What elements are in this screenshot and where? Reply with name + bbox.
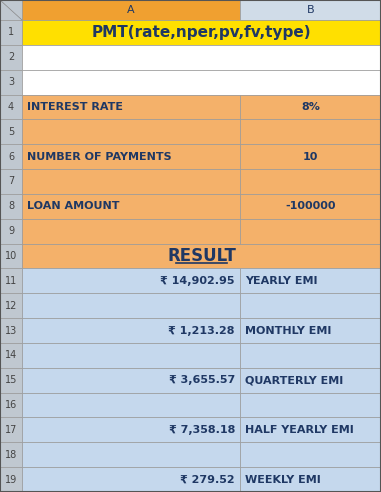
Bar: [0, 169, 22, 194]
Bar: [0, 343, 22, 368]
Bar: [240, 368, 381, 393]
Text: 2: 2: [8, 52, 14, 62]
Bar: [240, 418, 381, 442]
Text: 18: 18: [5, 450, 17, 460]
Bar: [240, 0, 381, 20]
Bar: [22, 219, 240, 244]
Bar: [240, 219, 381, 244]
Text: QUARTERLY EMI: QUARTERLY EMI: [245, 375, 343, 385]
Text: YEARLY EMI: YEARLY EMI: [245, 276, 317, 286]
Text: 13: 13: [5, 326, 17, 336]
Text: B: B: [307, 5, 314, 15]
Text: NUMBER OF PAYMENTS: NUMBER OF PAYMENTS: [27, 152, 171, 162]
Bar: [0, 318, 22, 343]
Text: ₹ 14,902.95: ₹ 14,902.95: [160, 276, 235, 286]
Bar: [22, 293, 240, 318]
Text: 7: 7: [8, 177, 14, 186]
Bar: [22, 269, 240, 293]
Bar: [240, 467, 381, 492]
Text: 11: 11: [5, 276, 17, 286]
Bar: [0, 467, 22, 492]
Bar: [240, 269, 381, 293]
Bar: [240, 169, 381, 194]
Bar: [0, 244, 22, 269]
Text: 1: 1: [8, 28, 14, 37]
Bar: [22, 120, 240, 144]
Text: 3: 3: [8, 77, 14, 87]
Bar: [22, 244, 381, 269]
Text: 15: 15: [5, 375, 17, 385]
Text: A: A: [127, 5, 135, 15]
Text: ₹ 1,213.28: ₹ 1,213.28: [168, 326, 235, 336]
Text: -100000: -100000: [285, 201, 336, 212]
Bar: [240, 393, 381, 418]
Bar: [240, 144, 381, 169]
Bar: [0, 194, 22, 219]
Bar: [240, 318, 381, 343]
Bar: [22, 144, 240, 169]
Text: MONTHLY EMI: MONTHLY EMI: [245, 326, 331, 336]
Text: 8: 8: [8, 201, 14, 212]
Bar: [22, 169, 240, 194]
Bar: [0, 269, 22, 293]
Text: 4: 4: [8, 102, 14, 112]
Text: 5: 5: [8, 127, 14, 137]
Bar: [240, 293, 381, 318]
Bar: [240, 343, 381, 368]
Bar: [0, 368, 22, 393]
Text: HALF YEARLY EMI: HALF YEARLY EMI: [245, 425, 354, 435]
Text: 9: 9: [8, 226, 14, 236]
Bar: [22, 194, 240, 219]
Text: INTEREST RATE: INTEREST RATE: [27, 102, 123, 112]
Text: 19: 19: [5, 475, 17, 485]
Text: 10: 10: [5, 251, 17, 261]
Bar: [240, 120, 381, 144]
Text: 6: 6: [8, 152, 14, 162]
Bar: [22, 418, 240, 442]
Text: RESULT: RESULT: [167, 247, 236, 265]
Bar: [22, 45, 381, 70]
Text: ₹ 279.52: ₹ 279.52: [180, 475, 235, 485]
Bar: [0, 20, 22, 45]
Bar: [0, 418, 22, 442]
Bar: [0, 70, 22, 94]
Bar: [22, 393, 240, 418]
Bar: [0, 442, 22, 467]
Bar: [240, 194, 381, 219]
Text: 8%: 8%: [301, 102, 320, 112]
Text: LOAN AMOUNT: LOAN AMOUNT: [27, 201, 120, 212]
Bar: [0, 393, 22, 418]
Text: ₹ 3,655.57: ₹ 3,655.57: [169, 375, 235, 385]
Text: 14: 14: [5, 350, 17, 360]
Bar: [22, 20, 381, 45]
Text: 17: 17: [5, 425, 17, 435]
Bar: [22, 94, 240, 120]
Bar: [0, 293, 22, 318]
Bar: [240, 94, 381, 120]
Bar: [22, 318, 240, 343]
Bar: [0, 144, 22, 169]
Text: ₹ 7,358.18: ₹ 7,358.18: [169, 425, 235, 435]
Bar: [22, 0, 240, 20]
Text: 12: 12: [5, 301, 17, 310]
Text: WEEKLY EMI: WEEKLY EMI: [245, 475, 321, 485]
Bar: [22, 343, 240, 368]
Bar: [0, 45, 22, 70]
Bar: [0, 120, 22, 144]
Bar: [0, 0, 22, 20]
Bar: [0, 94, 22, 120]
Text: PMT(rate,nper,pv,fv,type): PMT(rate,nper,pv,fv,type): [92, 25, 311, 40]
Bar: [22, 70, 381, 94]
Bar: [0, 219, 22, 244]
Bar: [240, 442, 381, 467]
Text: 10: 10: [303, 152, 318, 162]
Bar: [22, 442, 240, 467]
Text: 16: 16: [5, 400, 17, 410]
Bar: [22, 467, 240, 492]
Bar: [22, 368, 240, 393]
